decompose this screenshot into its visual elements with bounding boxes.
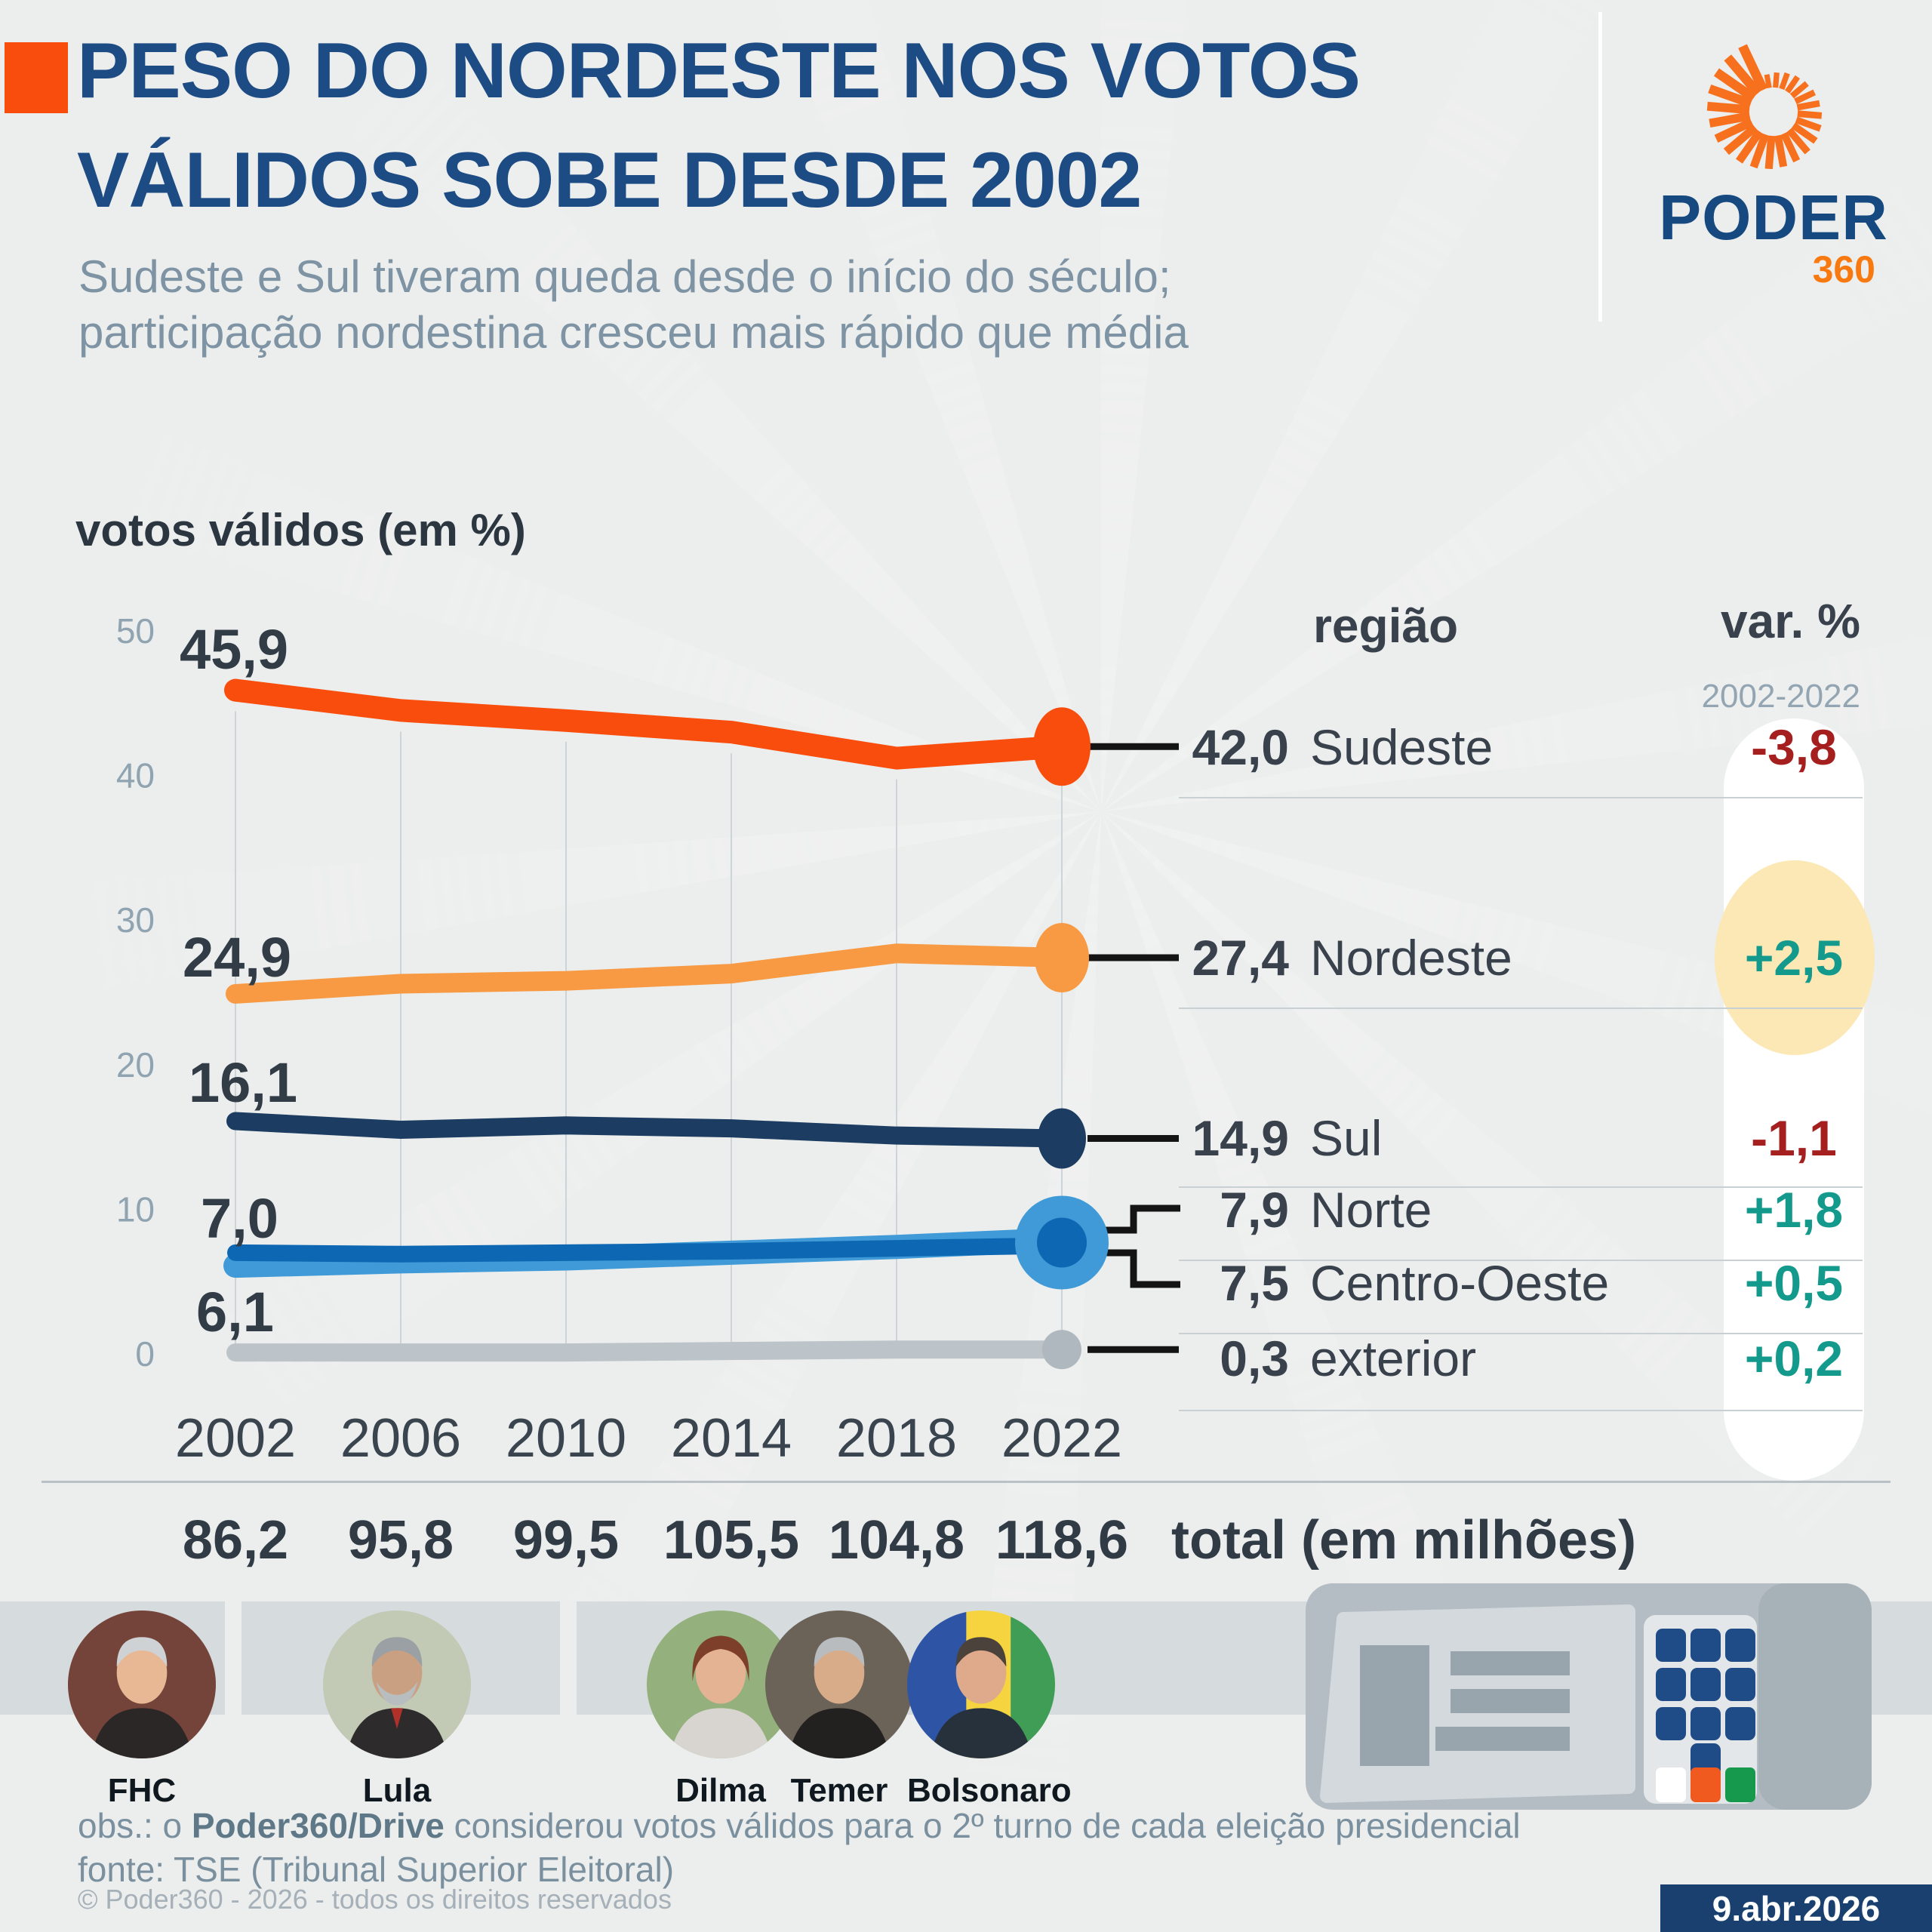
totals-separator	[42, 1481, 1890, 1483]
legend-var-period: 2002-2022	[1701, 678, 1860, 715]
svg-text:2002: 2002	[175, 1408, 296, 1469]
page-subtitle: Sudeste e Sul tiveram queda desde o iníc…	[78, 251, 1189, 358]
band-gap	[225, 1601, 242, 1715]
header-divider	[1598, 12, 1602, 321]
legend-separator	[1179, 1008, 1863, 1009]
total-2006: 95,8	[347, 1510, 454, 1571]
svg-text:2006: 2006	[340, 1408, 461, 1469]
president-photo-fhc	[68, 1611, 216, 1758]
legend-row-norte: 7,9 Norte +1,8	[1177, 1172, 1864, 1247]
legend-separator	[1179, 1410, 1863, 1411]
legend-var: +1,8	[1744, 1182, 1844, 1238]
president-bolsonaro: Bolsonaro	[907, 1611, 1072, 1810]
legend-var: +2,5	[1744, 930, 1844, 986]
legend-separator	[1179, 797, 1863, 798]
legend-value: 14,9	[1192, 1110, 1289, 1166]
poder360-logo: PODER 360	[1623, 30, 1924, 332]
legend-name: Centro-Oeste	[1310, 1255, 1610, 1311]
legend-name: Sudeste	[1310, 719, 1494, 775]
nordeste-highlight	[1715, 860, 1875, 1055]
svg-text:40: 40	[116, 756, 155, 795]
legend-value: 27,4	[1192, 930, 1289, 986]
svg-text:10: 10	[116, 1189, 155, 1229]
legend-separator	[1179, 1186, 1863, 1188]
svg-text:2022: 2022	[1001, 1408, 1122, 1469]
total-2022: 118,6	[995, 1510, 1129, 1571]
legend-separator	[1179, 1260, 1863, 1261]
legend-region-header: região	[1313, 598, 1459, 653]
svg-text:2014: 2014	[671, 1408, 792, 1469]
legend-row-exterior: 0,3 exterior +0,2	[1177, 1321, 1864, 1396]
legend-var: +0,5	[1744, 1255, 1844, 1311]
president-lula: Lula	[323, 1611, 471, 1810]
legend-value: 42,0	[1192, 719, 1289, 775]
svg-text:24,9: 24,9	[183, 926, 291, 989]
legend-value: 7,9	[1220, 1182, 1289, 1238]
legend-name: Nordeste	[1310, 930, 1512, 986]
total-2002: 86,2	[182, 1510, 289, 1571]
page-title: PESO DO NORDESTE NOS VOTOS VÁLIDOS SOBE D…	[77, 27, 1361, 224]
total-2018: 104,8	[828, 1510, 965, 1571]
legend-row-centro-oeste: 7,5 Centro-Oeste +0,5	[1177, 1245, 1864, 1321]
svg-text:2018: 2018	[836, 1408, 957, 1469]
svg-text:0: 0	[135, 1334, 155, 1374]
logo-wordmark: PODER	[1659, 182, 1888, 253]
totals-label: total (em milhões)	[1171, 1510, 1637, 1571]
legend-row-sul: 14,9 Sul -1,1	[1177, 1100, 1864, 1176]
total-2014: 105,5	[663, 1510, 800, 1571]
total-2010: 99,5	[512, 1510, 620, 1571]
band-gap	[560, 1601, 577, 1715]
copyright: © Poder360 - 2026 - todos os direitos re…	[78, 1884, 672, 1915]
poder360-starburst-icon	[1706, 44, 1823, 170]
svg-text:6,1: 6,1	[196, 1281, 274, 1343]
president-temer: Temer	[765, 1611, 913, 1810]
date-badge: 9.abr.2026	[1660, 1884, 1932, 1932]
svg-text:20: 20	[116, 1045, 155, 1084]
svg-text:30: 30	[116, 900, 155, 940]
legend-row-nordeste: 27,4 Nordeste +2,5	[1177, 920, 1864, 995]
accent-square	[5, 42, 68, 113]
chart-title: votos válidos (em %)	[75, 505, 526, 555]
legend-var: +0,2	[1744, 1331, 1844, 1386]
svg-text:16,1: 16,1	[189, 1051, 297, 1114]
svg-text:2010: 2010	[506, 1408, 626, 1469]
legend-value: 0,3	[1220, 1331, 1289, 1386]
svg-text:50: 50	[116, 611, 155, 651]
president-photo-bolsonaro	[907, 1611, 1055, 1758]
legend-var-header: var. %	[1720, 594, 1860, 648]
svg-text:7,0: 7,0	[201, 1187, 278, 1250]
legend-var: -1,1	[1751, 1110, 1837, 1166]
legend-name: Sul	[1310, 1110, 1383, 1166]
var-column-pill	[1724, 718, 1864, 1481]
logo-360: 360	[1812, 248, 1875, 291]
svg-text:45,9: 45,9	[180, 618, 288, 681]
legend-value: 7,5	[1220, 1255, 1289, 1311]
obs-note: obs.: o Poder360/Drive considerou votos …	[78, 1806, 1521, 1845]
president-photo-temer	[765, 1611, 913, 1758]
president-fhc: FHC	[68, 1611, 216, 1810]
legend-name: Norte	[1310, 1182, 1432, 1238]
president-photo-lula	[323, 1611, 471, 1758]
legend-separator	[1179, 1333, 1863, 1334]
legend-name: exterior	[1310, 1331, 1477, 1386]
legend-row-sudeste: 42,0 Sudeste -3,8	[1177, 709, 1864, 785]
source-note: fonte: TSE (Tribunal Superior Eleitoral)	[78, 1850, 675, 1889]
legend-var: -3,8	[1751, 719, 1837, 775]
date-text: 9.abr.2026	[1712, 1888, 1881, 1928]
